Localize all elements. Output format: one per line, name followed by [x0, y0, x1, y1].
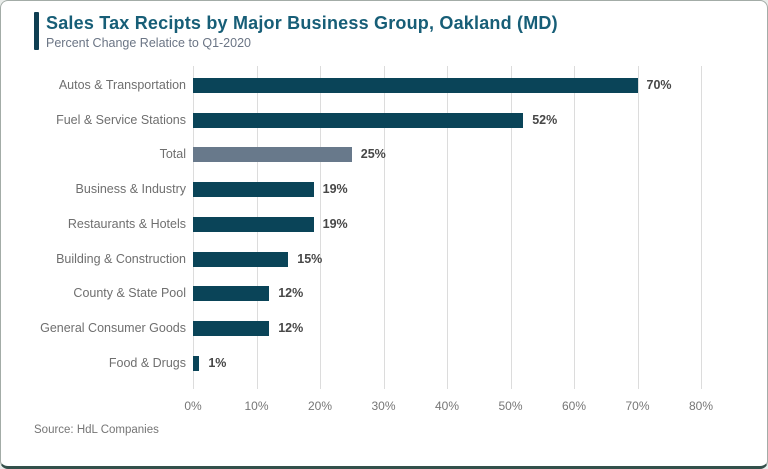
category-label: Business & Industry [75, 182, 186, 197]
x-axis-tick-label: 70% [625, 399, 650, 413]
x-axis-tick-label: 0% [184, 399, 202, 413]
category-label: General Consumer Goods [40, 320, 186, 335]
bar [193, 355, 200, 371]
category-label: Fuel & Service Stations [56, 112, 186, 127]
x-axis-tick-label: 20% [307, 399, 333, 413]
value-label: 70% [646, 78, 672, 92]
value-label: 19% [322, 182, 348, 197]
value-label: 12% [278, 320, 304, 335]
gridline [383, 66, 385, 389]
gridline [701, 66, 702, 389]
category-label: Restaurants & Hotels [67, 216, 186, 231]
category-label: County & State Pool [73, 286, 186, 301]
bar [193, 320, 270, 336]
bar [193, 78, 638, 93]
gridline [447, 66, 448, 389]
title-accent-bar [34, 12, 39, 50]
x-axis-tick-label: 10% [244, 399, 269, 413]
bar [193, 182, 314, 198]
category-label: Total [159, 147, 186, 162]
chart-subtitle: Percent Change Relatice to Q1-2020 [46, 36, 251, 50]
bar [193, 251, 289, 267]
x-axis-tick-label: 60% [561, 399, 587, 413]
gridline [510, 66, 512, 389]
source-note: Source: HdL Companies [34, 424, 159, 436]
category-label: Building & Construction [56, 251, 186, 266]
value-label: 19% [322, 216, 348, 231]
gridline [637, 66, 639, 389]
value-label: 52% [532, 112, 558, 127]
value-label: 15% [297, 251, 323, 266]
value-label: 12% [278, 286, 304, 301]
title-block: Sales Tax Recipts by Major Business Grou… [46, 12, 558, 50]
x-axis-tick-label: 30% [371, 399, 396, 413]
value-label: 25% [360, 147, 386, 162]
x-axis-tick-label: 40% [434, 399, 460, 413]
plot-area: 70% 52% 25% 19% 19% 15% 12% 12% 1% [193, 66, 702, 389]
category-label: Food & Drugs [108, 355, 186, 370]
value-label: 1% [208, 355, 227, 370]
x-axis: 0% 10% 20% 30% 40% 50% 60% 70% 80% [184, 399, 713, 415]
bar [193, 286, 270, 302]
category-label: Autos & Transportation [58, 78, 186, 92]
x-axis-tick-label: 80% [688, 399, 714, 413]
x-axis-tick-label: 50% [498, 399, 523, 413]
bar-total-highlight [193, 147, 352, 163]
chart-header: Sales Tax Recipts by Major Business Grou… [34, 12, 558, 50]
bar [193, 216, 314, 232]
chart-title: Sales Tax Recipts by Major Business Grou… [46, 13, 558, 33]
category-axis: Autos & Transportation Fuel & Service Sta… [9, 66, 186, 389]
gridline [320, 66, 321, 389]
gridline [574, 66, 575, 389]
bar [193, 112, 524, 128]
